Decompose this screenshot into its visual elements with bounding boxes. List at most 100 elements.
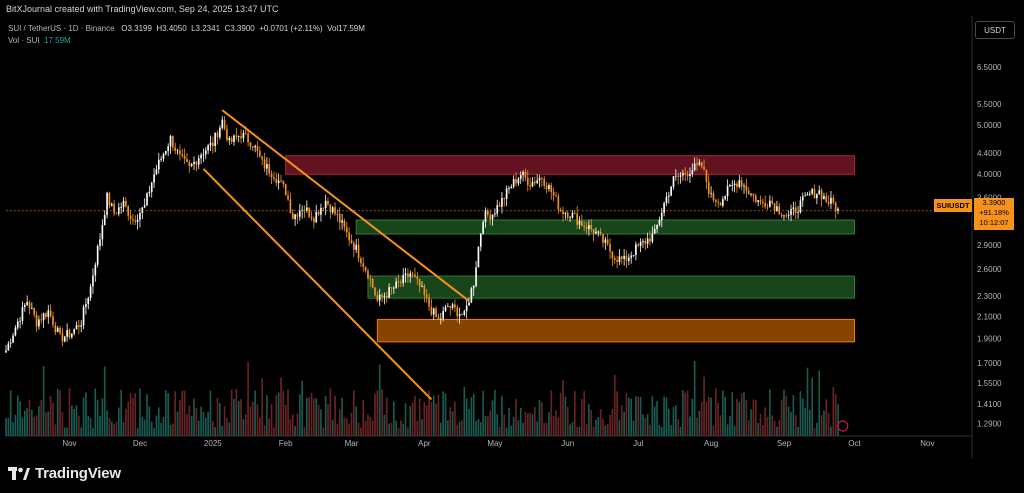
volume-bar — [350, 412, 353, 436]
candle-body — [783, 215, 785, 217]
volume-bar — [310, 392, 313, 436]
volume-bar — [651, 396, 654, 436]
candle-body — [357, 244, 360, 259]
volume-bar — [235, 388, 238, 436]
volume-bar — [698, 410, 701, 436]
candle-body — [545, 185, 548, 189]
candle-body — [698, 162, 701, 165]
volume-bar — [411, 402, 414, 436]
candle-body — [327, 200, 329, 205]
symbol-title[interactable]: SUI / TetherUS · 1D · Binance — [8, 24, 115, 33]
high-value: H3.4050 — [156, 24, 187, 33]
volume-bar — [693, 360, 696, 436]
volume-bar — [663, 396, 665, 436]
volume-bar — [766, 416, 769, 436]
volume-bar — [249, 406, 252, 436]
volume-label[interactable]: Vol · SUI — [8, 36, 40, 45]
candle-body — [552, 191, 555, 196]
candle-body — [106, 192, 108, 215]
volume-bar — [642, 414, 644, 436]
y-tick-label: 5.5000 — [977, 100, 1002, 109]
candle-body — [240, 136, 242, 139]
lightning-icon — [837, 420, 849, 432]
volume-bar — [421, 419, 423, 436]
volume-bar — [806, 367, 809, 436]
volume-bar — [26, 408, 28, 436]
volume-bar — [606, 424, 609, 436]
volume-bar — [141, 416, 144, 436]
candle-body — [82, 307, 85, 326]
volume-bar — [174, 391, 177, 436]
volume-bar — [649, 424, 651, 436]
currency-button[interactable]: USDT — [975, 21, 1015, 39]
candle-body — [597, 231, 600, 233]
candle-body — [515, 179, 517, 184]
volume-bar — [5, 418, 7, 436]
volume-bar — [714, 388, 717, 436]
low-value: L3.2341 — [191, 24, 221, 33]
volume-bar — [233, 398, 235, 436]
volume-bar — [70, 405, 73, 436]
volume-bar — [830, 426, 832, 436]
volume-bar — [101, 398, 104, 436]
volume-bar — [186, 414, 188, 436]
price-chart[interactable]: 6.50005.50005.00004.40004.00003.60003.20… — [0, 0, 1024, 458]
candle-body — [268, 164, 271, 174]
candle-body — [470, 288, 473, 303]
volume-bar — [132, 397, 134, 436]
x-tick-label: May — [487, 439, 502, 448]
volume-bar — [564, 396, 567, 436]
volume-bar — [33, 416, 36, 436]
candle-body — [26, 302, 28, 306]
volume-bar — [331, 419, 334, 436]
volume-bar — [364, 420, 367, 436]
candle-body — [604, 239, 607, 243]
volume-bar — [623, 411, 625, 436]
volume-bar — [402, 423, 405, 436]
candle-body — [7, 343, 10, 351]
volume-bar — [818, 370, 821, 436]
volume-bar — [522, 422, 524, 436]
volume-bar — [769, 389, 771, 436]
volume-bar — [155, 415, 158, 436]
candle-body — [816, 194, 818, 199]
candle-body — [317, 211, 320, 215]
candle-body — [599, 231, 602, 234]
volume-bar — [244, 413, 247, 436]
candle-body — [430, 306, 433, 315]
candle-body — [759, 200, 762, 202]
volume-bar — [404, 403, 407, 436]
volume-bar — [7, 417, 10, 436]
volume-bar — [566, 406, 569, 436]
volume-bar — [689, 416, 691, 436]
candle-body — [369, 278, 372, 280]
candle-body — [259, 151, 261, 157]
volume-bar — [470, 397, 473, 436]
candle-body — [501, 197, 503, 207]
candle-body — [381, 294, 383, 297]
volume-bar — [59, 390, 61, 436]
volume-bar — [56, 388, 59, 436]
candle-body — [261, 156, 264, 160]
volume-bar — [545, 422, 548, 436]
volume-bar — [602, 418, 604, 436]
volume-bar — [390, 422, 393, 436]
candle-body — [63, 336, 66, 342]
candle-body — [270, 173, 273, 178]
volume-bar — [212, 420, 214, 436]
candle-body — [172, 136, 174, 148]
change-percent: +91.18% — [979, 208, 1009, 217]
candle-body — [397, 281, 400, 283]
candle-body — [477, 246, 480, 268]
volume-bar — [799, 391, 802, 436]
candle-body — [566, 212, 569, 218]
volume-bar — [418, 398, 421, 436]
volume-bar — [247, 361, 249, 436]
tradingview-logo[interactable]: TradingView — [8, 465, 121, 482]
volume-bar — [96, 399, 99, 436]
volume-indicator-value: 17.59M — [44, 36, 71, 45]
candle-body — [310, 216, 313, 219]
footer — [0, 458, 1024, 493]
volume-bar — [136, 427, 139, 436]
candle-body — [256, 146, 259, 152]
